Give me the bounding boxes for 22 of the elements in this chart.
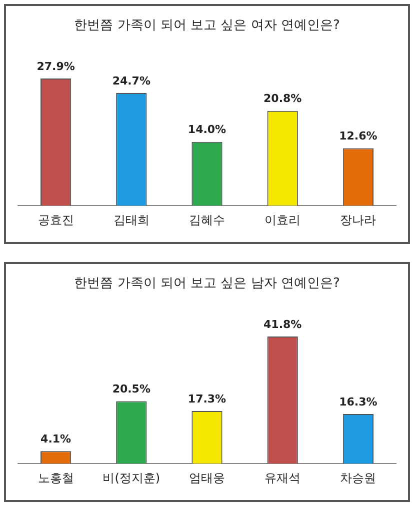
x-tick-label: 김혜수: [189, 212, 225, 227]
x-tick-label: 노홍철: [38, 470, 74, 485]
data-label: 12.6%: [339, 130, 378, 143]
data-label: 16.3%: [339, 395, 378, 408]
data-label: 20.8%: [264, 92, 302, 106]
x-tick-label: 장나라: [340, 212, 376, 227]
chart-title: 한번쯤 가족이 되어 보고 싶은 여자 연예인은?: [74, 18, 340, 34]
data-label: 24.7%: [112, 74, 150, 88]
data-label: 20.5%: [112, 382, 150, 396]
data-label: 41.8%: [264, 318, 302, 331]
x-tick-label: 비(정지훈): [102, 470, 160, 485]
data-label: 14.0%: [188, 123, 226, 136]
x-tick-label: 이효리: [264, 212, 301, 227]
chart-title: 한번쯤 가족이 되어 보고 싶은 남자 연예인은?: [74, 276, 340, 292]
x-tick-label: 김태희: [113, 212, 150, 227]
x-tick-label: 엄태웅: [189, 470, 225, 485]
x-tick-label: 차승원: [340, 470, 376, 485]
data-label: 4.1%: [40, 432, 72, 446]
x-tick-label: 공효진: [38, 212, 74, 227]
data-label: 27.9%: [36, 60, 75, 73]
data-label: 17.3%: [188, 392, 226, 406]
x-tick-label: 유재석: [264, 470, 301, 485]
